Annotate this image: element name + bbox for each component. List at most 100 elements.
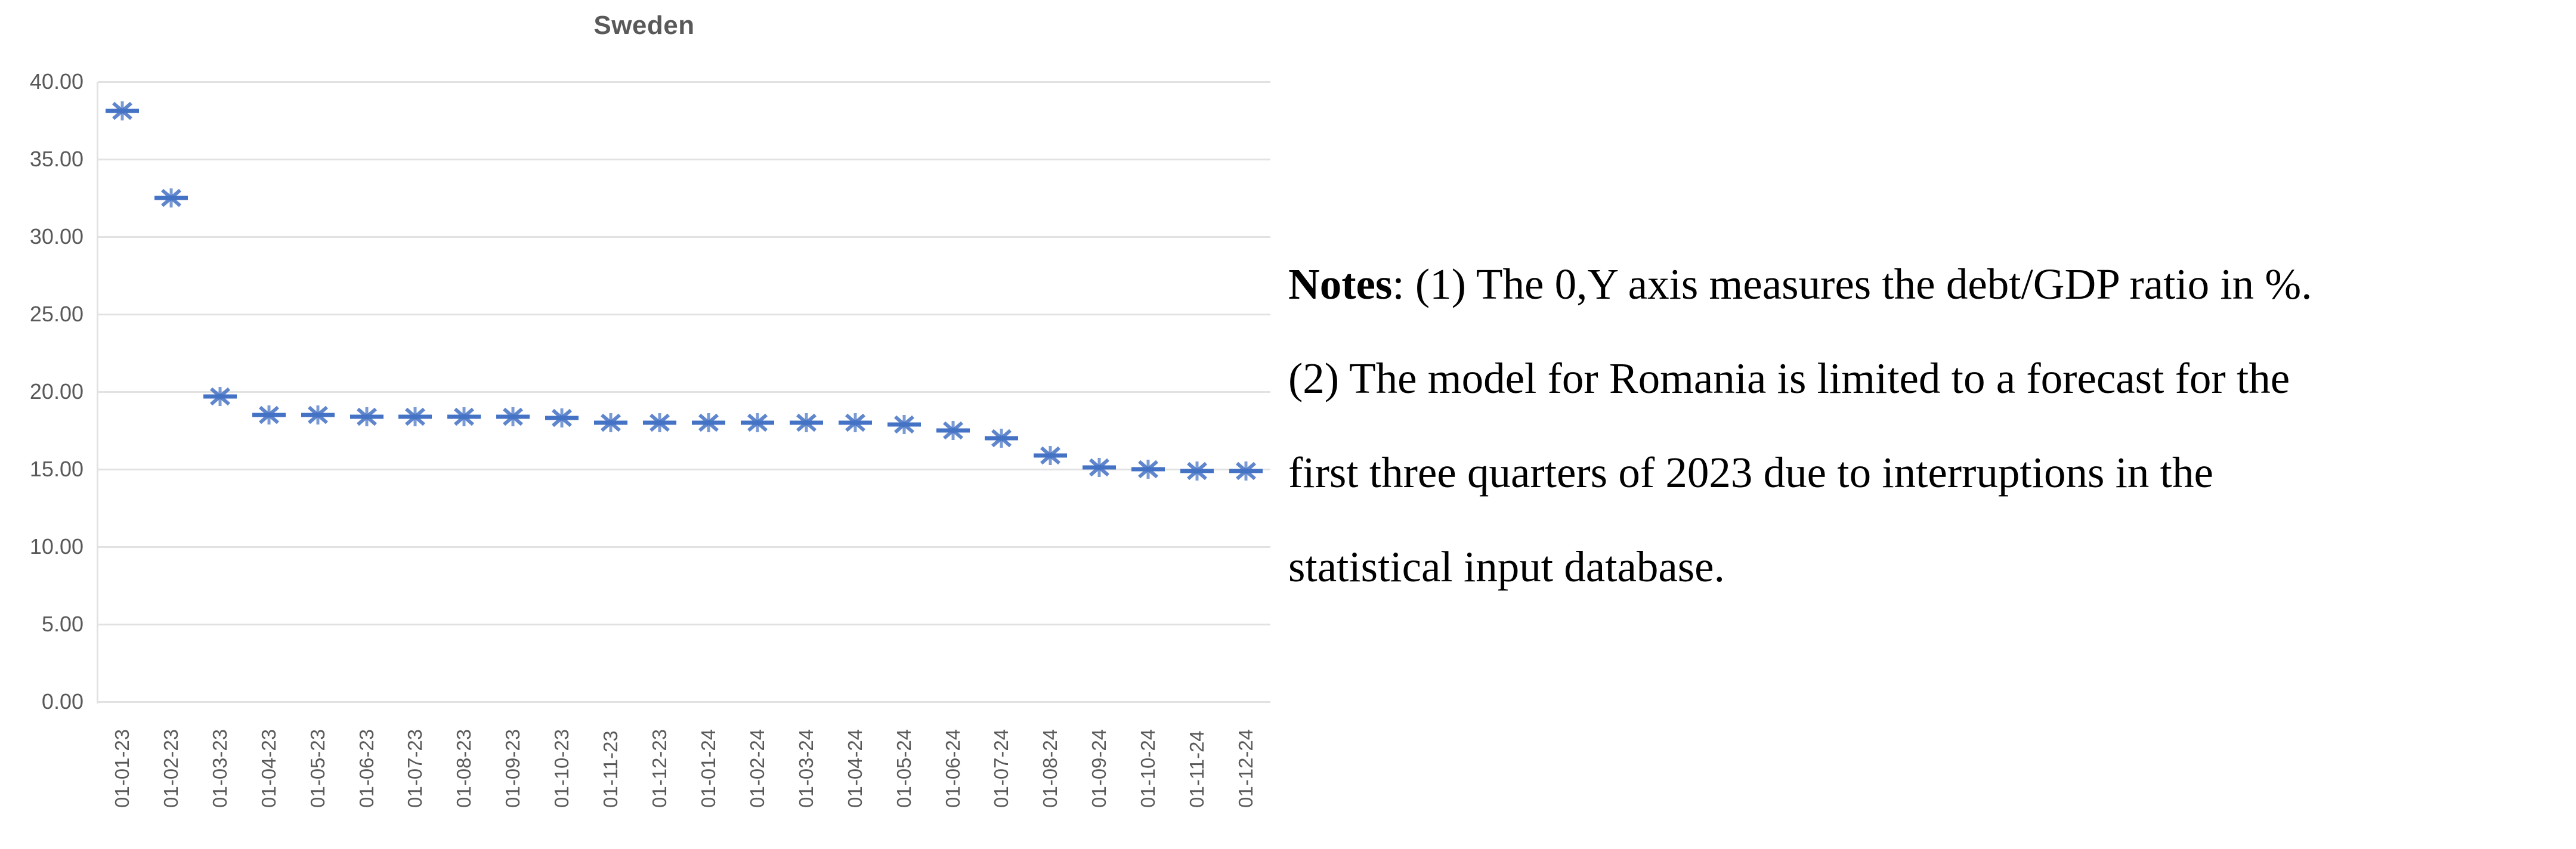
asterisk-marker-icon xyxy=(350,407,384,426)
x-axis-tick-label: 01-03-24 xyxy=(794,729,817,808)
chart-title: Sweden xyxy=(593,11,695,40)
data-point-marker-01-09-24 xyxy=(1080,454,1118,481)
x-axis-tick-label: 01-06-23 xyxy=(355,729,378,808)
data-point-marker-01-03-23 xyxy=(201,383,239,410)
x-axis-tick-label: 01-08-23 xyxy=(453,729,475,808)
asterisk-marker-icon xyxy=(1083,458,1117,478)
notes-label: Notes xyxy=(1288,260,1393,308)
notes-line-2: (2) The model for Romania is limited to … xyxy=(1288,354,2290,402)
asterisk-marker-icon xyxy=(1131,460,1165,479)
data-point-marker-01-02-24 xyxy=(738,410,777,436)
notes-line-4: statistical input database. xyxy=(1288,543,1725,591)
x-axis-tick-label: 01-09-23 xyxy=(502,729,524,808)
data-point-marker-01-10-24 xyxy=(1129,456,1167,482)
gridline-y-40.00 xyxy=(98,81,1270,83)
x-axis-tick-label: 01-01-24 xyxy=(697,729,719,808)
x-axis-tick-label: 01-12-24 xyxy=(1235,729,1257,808)
asterisk-marker-icon xyxy=(838,413,872,432)
notes-line-1-text: : (1) The 0,Y axis measures the debt/GDP… xyxy=(1392,260,2312,308)
y-axis-tick-label: 5.00 xyxy=(41,612,84,636)
data-point-marker-01-09-23 xyxy=(494,404,532,430)
data-point-marker-01-11-24 xyxy=(1178,458,1216,484)
data-point-marker-01-04-23 xyxy=(250,402,288,428)
data-point-marker-01-04-24 xyxy=(836,410,874,436)
notes-text-block: Notes: (1) The 0,Y axis measures the deb… xyxy=(1288,237,2576,614)
x-axis-tick-label: 01-03-23 xyxy=(208,729,231,808)
data-point-marker-01-01-24 xyxy=(689,410,728,436)
data-point-marker-01-02-23 xyxy=(152,185,190,211)
x-axis-tick-label: 01-01-23 xyxy=(110,729,133,808)
x-axis-tick-label: 01-10-23 xyxy=(551,729,573,808)
asterisk-marker-icon xyxy=(887,414,921,434)
data-point-marker-01-08-24 xyxy=(1031,442,1069,469)
data-point-marker-01-12-23 xyxy=(641,410,679,436)
gridline-y-30.00 xyxy=(98,236,1270,238)
asterisk-marker-icon xyxy=(740,413,774,432)
asterisk-marker-icon xyxy=(154,188,188,207)
x-axis-tick-label: 01-05-24 xyxy=(892,729,915,808)
asterisk-marker-icon xyxy=(691,413,725,432)
data-point-marker-01-08-23 xyxy=(445,404,483,430)
y-axis-tick-label: 35.00 xyxy=(29,147,84,171)
x-axis-tick-label: 01-09-24 xyxy=(1088,729,1111,808)
asterisk-marker-icon xyxy=(447,407,481,426)
x-axis-tick-label: 01-06-24 xyxy=(941,729,964,808)
asterisk-marker-icon xyxy=(594,413,628,432)
y-axis-tick-label: 10.00 xyxy=(29,534,84,559)
x-axis-tick-label: 01-07-23 xyxy=(404,729,426,808)
asterisk-marker-icon xyxy=(203,386,237,406)
data-point-marker-01-10-23 xyxy=(543,405,581,431)
y-axis-tick-label: 0.00 xyxy=(41,689,84,714)
asterisk-marker-icon xyxy=(789,413,823,432)
asterisk-marker-icon xyxy=(1034,445,1068,465)
asterisk-marker-icon xyxy=(545,408,579,428)
x-axis-tick-label: 01-11-24 xyxy=(1186,730,1208,808)
asterisk-marker-icon xyxy=(496,407,530,426)
asterisk-marker-icon xyxy=(398,407,432,426)
y-axis-tick-label: 25.00 xyxy=(29,302,84,326)
data-point-marker-01-06-23 xyxy=(348,404,386,430)
notes-line-3: first three quarters of 2023 due to inte… xyxy=(1288,448,2213,497)
y-axis-tick-label: 30.00 xyxy=(29,224,84,249)
x-axis-tick-label: 01-02-24 xyxy=(746,729,768,808)
notes-line-1: Notes: (1) The 0,Y axis measures the deb… xyxy=(1288,237,2576,331)
x-axis-tick-label: 01-07-24 xyxy=(990,729,1013,808)
data-point-marker-01-01-23 xyxy=(103,98,141,124)
asterisk-marker-icon xyxy=(936,421,970,440)
x-axis-tick-label: 01-02-23 xyxy=(159,729,182,808)
asterisk-marker-icon xyxy=(985,429,1019,448)
asterisk-marker-icon xyxy=(1229,461,1263,481)
data-point-marker-01-07-23 xyxy=(396,404,434,430)
y-axis-tick-label: 20.00 xyxy=(29,379,84,404)
x-axis-tick-label: 01-04-24 xyxy=(843,729,866,808)
gridline-y-15.00 xyxy=(98,469,1270,470)
data-point-marker-01-05-24 xyxy=(885,411,923,438)
gridline-y-20.00 xyxy=(98,391,1270,393)
x-axis-tick-label: 01-05-23 xyxy=(306,729,329,808)
y-axis-tick-label: 40.00 xyxy=(29,69,84,94)
x-axis-tick-label: 01-11-23 xyxy=(599,730,622,808)
asterisk-marker-icon xyxy=(643,413,677,432)
gridline-y-25.00 xyxy=(98,314,1270,315)
gridline-y-5.00 xyxy=(98,624,1270,625)
data-point-marker-01-05-23 xyxy=(299,402,337,428)
x-axis-tick-label: 01-10-24 xyxy=(1137,729,1159,808)
data-point-marker-01-06-24 xyxy=(934,417,972,444)
y-axis-tick-label: 15.00 xyxy=(29,457,84,481)
x-axis-tick-label: 01-08-24 xyxy=(1039,729,1062,808)
asterisk-marker-icon xyxy=(301,405,335,424)
gridline-y-35.00 xyxy=(98,159,1270,160)
asterisk-marker-icon xyxy=(1180,461,1214,481)
asterisk-marker-icon xyxy=(252,405,286,424)
data-point-marker-01-07-24 xyxy=(982,425,1020,451)
x-axis-tick-label: 01-12-23 xyxy=(648,729,671,808)
data-point-marker-01-11-23 xyxy=(592,410,630,436)
sweden-forecast-chart: Sweden 40.00 35.00 30.00 25.00 20.00 15.00 10.… xyxy=(29,11,1270,808)
data-point-marker-01-03-24 xyxy=(787,410,825,436)
gridline-y-10.00 xyxy=(98,546,1270,548)
y-axis-line xyxy=(97,82,98,704)
asterisk-marker-icon xyxy=(105,101,139,121)
gridline-y-0.00 xyxy=(98,701,1270,703)
data-point-marker-01-12-24 xyxy=(1227,458,1265,484)
x-axis-tick-label: 01-04-23 xyxy=(257,729,280,808)
